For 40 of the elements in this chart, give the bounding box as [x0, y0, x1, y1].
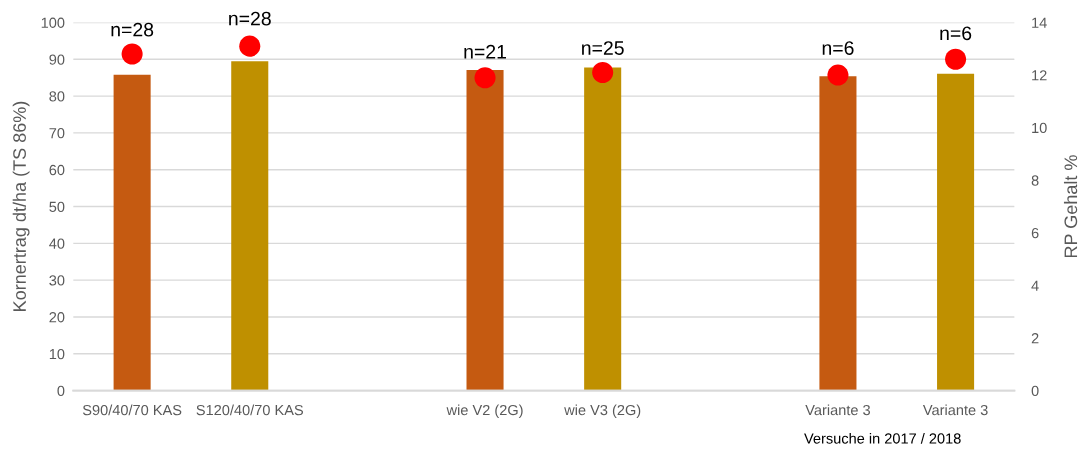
- annotation: n=25: [582, 41, 624, 55]
- point: [121, 43, 143, 65]
- y-tick-label: 30: [49, 275, 65, 286]
- y-tick-label: 50: [49, 201, 65, 212]
- y-tick-label: 100: [41, 17, 65, 28]
- y2-tick-label: 4: [1031, 280, 1039, 291]
- y-tick-label: 0: [57, 385, 65, 397]
- y2-axis-title: RP Gehalt %: [1063, 155, 1078, 258]
- annotation: n=28: [229, 11, 271, 26]
- x-axis-title: Versuche in 2017 / 2018: [804, 432, 961, 444]
- annotation: n=6: [822, 41, 854, 55]
- point: [945, 48, 967, 70]
- point: [827, 64, 849, 86]
- y-tick-label: 10: [49, 348, 65, 360]
- y-axis-title: Kornertrag dt/ha (TS 86%): [12, 101, 30, 311]
- x-tick-label: wie V3 (2G): [564, 404, 641, 419]
- y-tick-label: 90: [49, 54, 65, 65]
- point: [592, 61, 614, 83]
- annotation: n=28: [111, 22, 154, 37]
- point: [239, 35, 261, 57]
- y-tick-label: 70: [49, 128, 65, 139]
- point: [474, 67, 496, 89]
- x-tick-label: wie V2 (2G): [446, 404, 523, 419]
- y2-tick-label: 10: [1032, 122, 1047, 134]
- y2-tick-label: 14: [1032, 17, 1047, 28]
- x-tick-label: Variante 3: [922, 404, 988, 416]
- annotation: n=6: [940, 26, 972, 41]
- x-tick-label: S90/40/70 KAS: [82, 404, 182, 416]
- y-tick-label: 40: [49, 238, 65, 249]
- y2-tick-label: 12: [1032, 70, 1047, 81]
- x-tick-label: Variante 3: [805, 404, 871, 416]
- y-tick-label: 60: [49, 164, 65, 176]
- y-tick-label: 20: [49, 312, 65, 323]
- y2-tick-label: 6: [1031, 227, 1039, 239]
- y2-tick-label: 0: [1031, 385, 1039, 397]
- y2-tick-label: 8: [1031, 175, 1039, 186]
- x-tick-label: S120/40/70 KAS: [196, 404, 304, 416]
- annotation: n=21: [464, 44, 506, 59]
- y-tick-label: 80: [49, 91, 65, 102]
- y2-tick-label: 2: [1031, 333, 1039, 344]
